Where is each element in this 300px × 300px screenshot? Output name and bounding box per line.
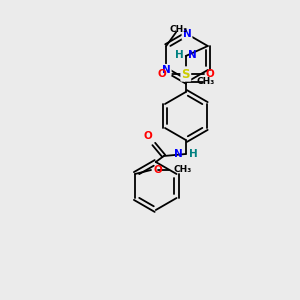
- Text: O: O: [157, 69, 166, 79]
- Text: CH₃: CH₃: [173, 166, 191, 175]
- Text: H: H: [175, 50, 184, 60]
- Text: O: O: [206, 69, 214, 79]
- Text: S: S: [182, 68, 190, 80]
- Text: CH₃: CH₃: [169, 25, 187, 34]
- Text: O: O: [143, 131, 152, 141]
- Text: N: N: [188, 50, 197, 60]
- Text: N: N: [162, 65, 171, 75]
- Text: CH₃: CH₃: [197, 77, 215, 86]
- Text: N: N: [183, 29, 191, 39]
- Text: O: O: [153, 165, 162, 175]
- Text: N: N: [174, 149, 183, 159]
- Text: H: H: [189, 149, 197, 159]
